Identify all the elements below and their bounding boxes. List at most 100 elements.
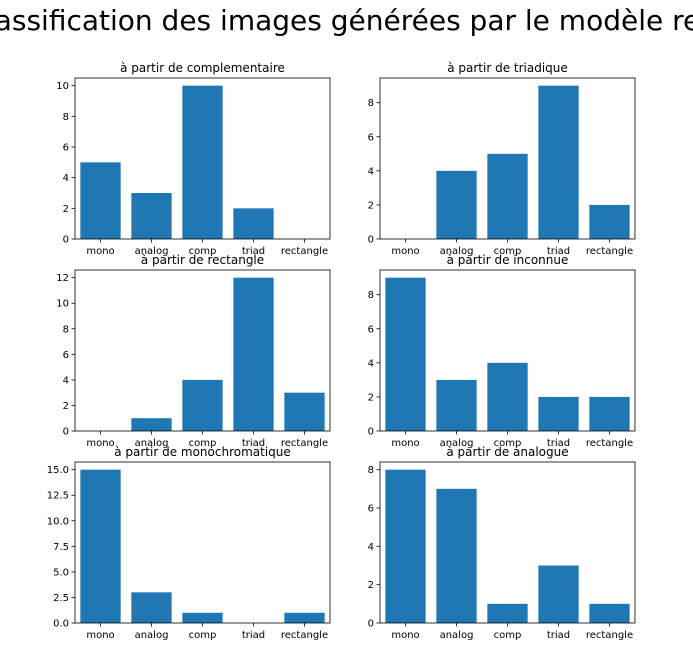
y-tick-label: 0.0: [53, 619, 69, 630]
bar: [538, 85, 579, 239]
y-tick-label: 8: [368, 98, 374, 109]
chart-panel: 0 2 4 6 8 mono analog comp triad rectangle à parti…: [368, 253, 636, 449]
chart-title: à partir de complementaire: [120, 61, 285, 75]
y-tick-label: 6: [368, 132, 374, 143]
x-tick-label: triad: [547, 438, 570, 449]
y-tick-label: 0: [368, 619, 374, 630]
y-tick-label: 4: [63, 375, 69, 386]
y-tick-label: 5.0: [53, 567, 69, 578]
x-tick-label: comp: [189, 630, 217, 641]
y-tick-label: 6: [63, 350, 69, 361]
bar: [80, 469, 121, 623]
chart-title: à partir de rectangle: [141, 253, 264, 267]
bar: [131, 193, 172, 239]
chart-panel: 0 2 4 6 8 10 12 mono analog comp triad rectangle à p…: [56, 253, 331, 449]
x-tick-label: analog: [135, 438, 169, 449]
bar: [589, 204, 630, 239]
bar: [436, 170, 477, 239]
bar: [436, 488, 477, 623]
y-tick-label: 8: [368, 290, 374, 301]
y-tick-label: 0: [63, 427, 69, 438]
bar: [233, 277, 274, 431]
x-tick-label: mono: [391, 246, 419, 257]
chart-title: à partir de inconnue: [447, 253, 569, 267]
y-tick-label: 10: [56, 81, 69, 92]
chart-title: à partir de monochromatique: [114, 445, 291, 459]
chart-panel: 0 2 4 6 8 mono analog comp triad rectangle à parti…: [368, 61, 636, 257]
chart-panel: 0 2 4 6 8 10 mono analog comp triad rectangle à par…: [56, 61, 331, 257]
bar: [80, 162, 121, 239]
chart-panel: 0.0 2.5 5.0 7.5 10.0 12.5 15.0 mono analog comp tr…: [47, 445, 331, 641]
x-tick-label: mono: [391, 630, 419, 641]
bar: [131, 418, 172, 431]
y-tick-label: 0: [368, 427, 374, 438]
bar: [182, 379, 223, 431]
y-tick-label: 2: [63, 401, 69, 412]
y-tick-label: 6: [368, 324, 374, 335]
bar: [284, 612, 325, 623]
bar: [436, 379, 477, 431]
y-tick-label: 15.0: [47, 465, 69, 476]
bar: [385, 469, 426, 623]
x-tick-label: rectangle: [281, 630, 328, 641]
y-tick-label: 2: [368, 392, 374, 403]
x-tick-label: analog: [440, 438, 474, 449]
y-tick-label: 8: [63, 112, 69, 123]
figure-suptitle: Classification des images générées par l…: [0, 4, 693, 37]
x-tick-label: triad: [547, 630, 570, 641]
x-tick-label: rectangle: [281, 438, 328, 449]
y-tick-label: 2.5: [53, 593, 69, 604]
x-tick-label: comp: [189, 438, 217, 449]
x-tick-label: triad: [242, 438, 265, 449]
x-tick-label: rectangle: [586, 246, 633, 257]
y-tick-label: 4: [368, 542, 374, 553]
x-tick-label: mono: [86, 438, 114, 449]
bar: [538, 565, 579, 623]
bar: [385, 277, 426, 431]
x-tick-label: rectangle: [281, 246, 328, 257]
x-tick-label: rectangle: [586, 630, 633, 641]
bar: [284, 392, 325, 431]
y-tick-label: 4: [368, 358, 374, 369]
bar: [487, 153, 528, 239]
x-tick-label: analog: [135, 246, 169, 257]
chart-panel: 0 2 4 6 8 mono analog comp triad rectangle à parti…: [368, 445, 636, 641]
x-tick-label: triad: [547, 246, 570, 257]
bar: [589, 396, 630, 431]
x-tick-label: analog: [440, 246, 474, 257]
y-tick-label: 12.5: [47, 491, 69, 502]
x-tick-label: mono: [86, 246, 114, 257]
bar: [182, 85, 223, 239]
x-tick-label: mono: [86, 630, 114, 641]
x-tick-label: comp: [494, 438, 522, 449]
y-tick-label: 2: [368, 580, 374, 591]
y-tick-label: 8: [63, 324, 69, 335]
chart-title: à partir de analogue: [446, 445, 568, 459]
y-tick-label: 6: [368, 504, 374, 515]
x-tick-label: comp: [494, 630, 522, 641]
y-tick-label: 0: [368, 235, 374, 246]
y-tick-label: 2: [63, 204, 69, 215]
bar: [538, 396, 579, 431]
y-tick-label: 4: [63, 173, 69, 184]
chart-title: à partir de triadique: [447, 61, 568, 75]
x-tick-label: comp: [494, 246, 522, 257]
y-tick-label: 0: [63, 235, 69, 246]
bar: [131, 592, 172, 623]
y-tick-label: 2: [368, 200, 374, 211]
x-tick-label: analog: [440, 630, 474, 641]
bar: [487, 362, 528, 431]
y-tick-label: 4: [368, 166, 374, 177]
x-tick-label: rectangle: [586, 438, 633, 449]
bar: [487, 603, 528, 623]
y-tick-label: 12: [56, 273, 69, 284]
bar: [233, 208, 274, 239]
x-tick-label: triad: [242, 630, 265, 641]
y-tick-label: 7.5: [53, 542, 69, 553]
bar: [589, 603, 630, 623]
x-tick-label: analog: [135, 630, 169, 641]
y-tick-label: 10: [56, 299, 69, 310]
y-tick-label: 6: [63, 143, 69, 154]
